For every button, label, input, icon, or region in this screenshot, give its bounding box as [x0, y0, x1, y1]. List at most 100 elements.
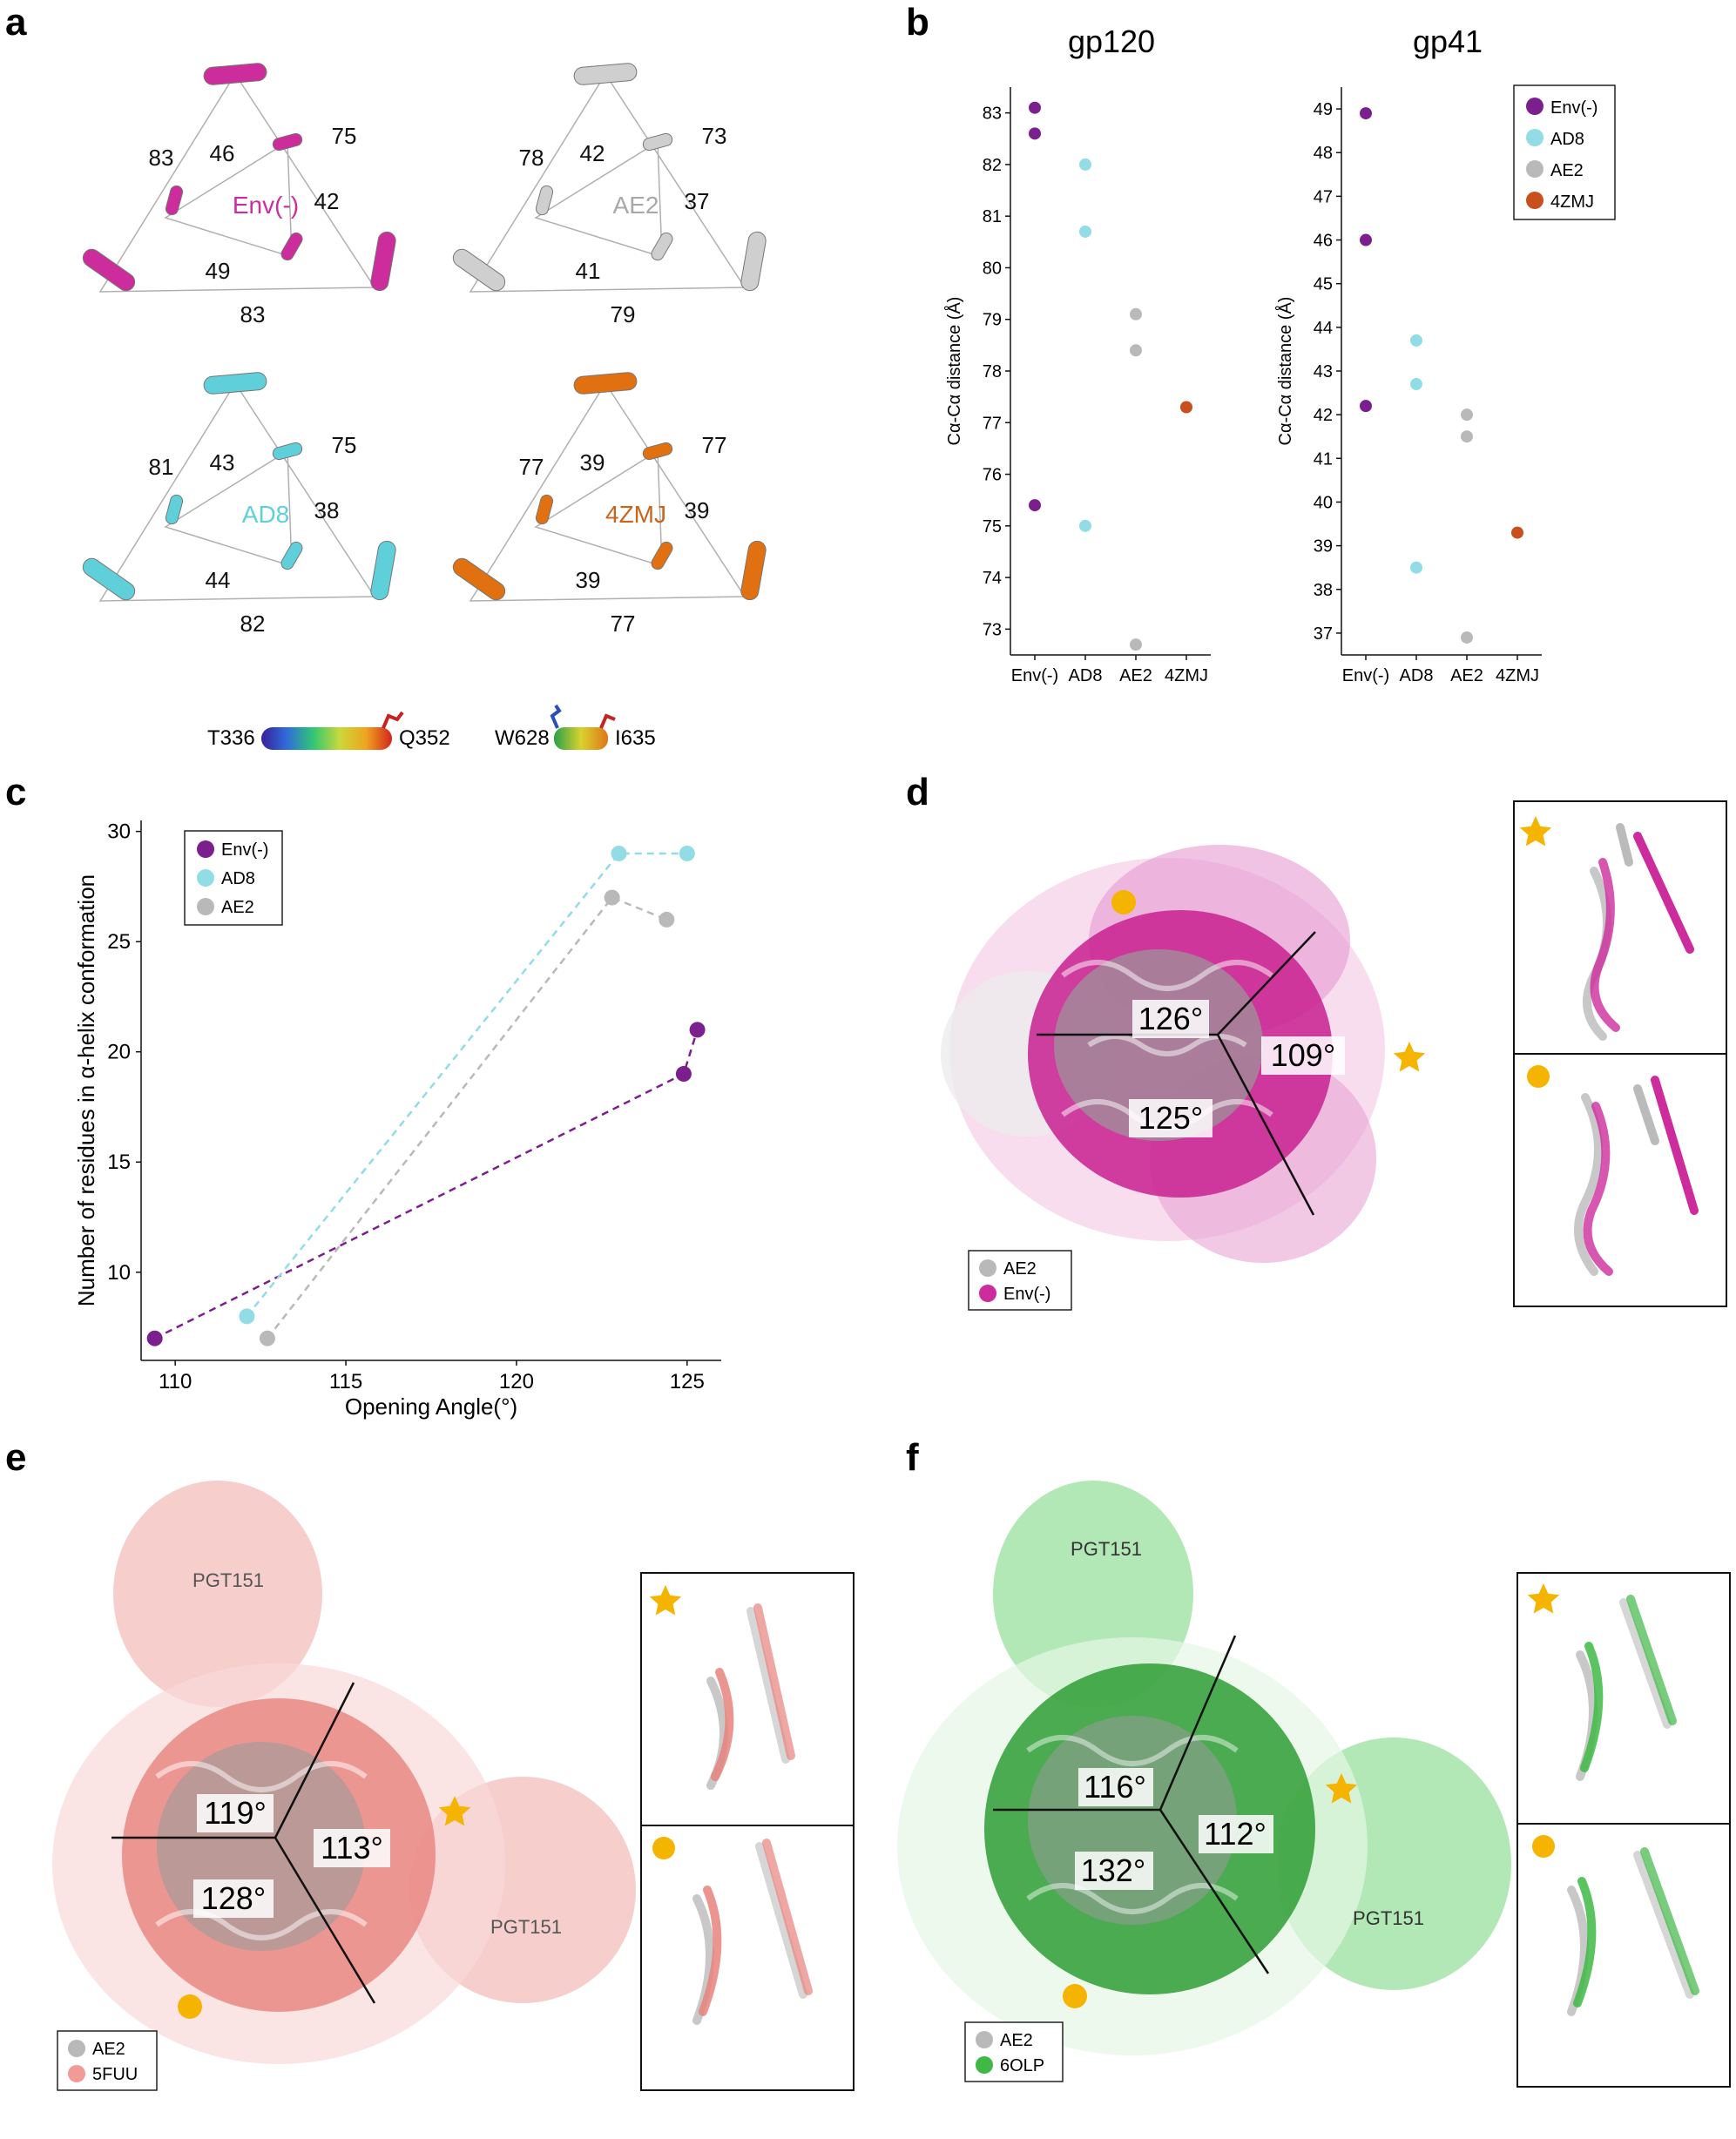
- y-axis-label: Number of residues in α-helix conformati…: [73, 874, 99, 1306]
- outer-triangle: [470, 74, 745, 292]
- y-tick-label: 74: [983, 569, 1002, 588]
- data-point: [1180, 401, 1192, 413]
- panel-b-legend: Env(-) AD8 AE2 4ZMJ: [1514, 85, 1615, 219]
- data-point: [1029, 127, 1041, 139]
- distance-label: 77: [702, 432, 727, 458]
- angle-116: 116°: [1084, 1769, 1146, 1805]
- distance-label: 44: [206, 567, 231, 593]
- y-tick-label: 40: [1314, 493, 1333, 512]
- x-tick-label: 4ZMJ: [1165, 666, 1208, 685]
- panel-b: gp120 7374757677787980818283Env(-) AD8 AE2…: [944, 24, 1615, 685]
- distance-label: 79: [611, 301, 636, 327]
- data-point: [147, 1331, 163, 1346]
- distance-label: 43: [210, 449, 235, 476]
- distance-label: 39: [685, 497, 710, 523]
- gp41-start-sidechain: [552, 705, 559, 728]
- y-tick-label: 46: [1314, 232, 1333, 251]
- y-axis-label: Cα-Cα distance (Å): [944, 297, 964, 446]
- legend-ae2-label: AE2: [221, 898, 254, 917]
- legend-ae2-dot: [68, 2040, 85, 2057]
- data-point: [1410, 378, 1422, 390]
- data-point: [1410, 562, 1422, 574]
- angle-113: 113°: [321, 1830, 383, 1866]
- panel-e: PGT151 PGT151 119° 113° 128° AE2 5FUU: [52, 1481, 854, 2090]
- x-tick-label: 120: [499, 1370, 534, 1393]
- gp120-chart: gp120 7374757677787980818283Env(-) AD8 AE2…: [944, 24, 1211, 685]
- data-point: [659, 912, 674, 928]
- data-point: [1079, 159, 1091, 171]
- legend-5fuu-label: 5FUU: [92, 2065, 138, 2084]
- series-line: [267, 898, 666, 1339]
- gp41-title: gp41: [1413, 24, 1483, 59]
- distance-label: 46: [210, 140, 235, 166]
- distance-label: 78: [519, 145, 544, 171]
- data-point: [239, 1308, 254, 1324]
- circle-marker: [1063, 1984, 1087, 2008]
- inset-box: [1517, 1573, 1730, 2087]
- x-tick-label: AD8: [1069, 666, 1103, 685]
- data-point: [611, 846, 626, 861]
- legend-ad8-label: AD8: [221, 869, 255, 888]
- distance-label: 49: [206, 258, 231, 284]
- distance-triangle: 837583464249Env(-): [79, 63, 396, 327]
- distance-triangle: 7777773939394ZMJ: [449, 372, 767, 637]
- series-line: [247, 854, 686, 1316]
- data-point: [679, 846, 695, 861]
- legend-ae2-label: AE2: [1000, 2031, 1033, 2050]
- legend-ae2-dot: [1526, 160, 1543, 178]
- y-tick-label: 83: [983, 105, 1002, 124]
- x-tick-label: 110: [159, 1370, 192, 1393]
- gp120-title: gp120: [1068, 24, 1155, 59]
- circle-marker: [1532, 1835, 1555, 1858]
- legend-ad8-dot: [197, 869, 214, 887]
- angle-125: 125°: [1138, 1100, 1203, 1136]
- distance-label: 39: [580, 449, 605, 476]
- distance-label: 42: [580, 140, 605, 166]
- data-point: [1130, 344, 1142, 356]
- distance-label: 75: [332, 123, 357, 149]
- distance-triangle: 78 73 79 42 37 41 AE2: [449, 63, 767, 327]
- data-point: [1130, 308, 1142, 321]
- data-point: [690, 1022, 706, 1037]
- distance-label: 81: [149, 454, 174, 480]
- helix-cylinder: [279, 231, 304, 262]
- data-point: [1461, 408, 1473, 421]
- x-tick-label: AE2: [1119, 666, 1152, 685]
- data-point: [1079, 226, 1091, 238]
- x-tick-label: 115: [329, 1370, 362, 1393]
- circle-marker: [1111, 890, 1136, 914]
- legend-6olp-dot: [976, 2056, 993, 2074]
- helix-cylinder: [535, 185, 554, 216]
- helix-cylinder: [740, 540, 767, 601]
- series-line: [155, 1029, 698, 1338]
- legend-6olp-label: 6OLP: [1000, 2056, 1044, 2075]
- panel-d-legend: AE2 Env(-): [969, 1251, 1071, 1310]
- panel-e-legend: AE2 5FUU: [57, 2031, 157, 2090]
- helix-cylinder: [203, 372, 267, 395]
- distance-label: 39: [576, 567, 601, 593]
- y-tick-label: 47: [1314, 187, 1333, 206]
- legend-ad8-label: AD8: [1550, 130, 1584, 149]
- legend-4zmj-label: 4ZMJ: [1550, 192, 1594, 212]
- data-point: [605, 890, 620, 906]
- panel-c: Env(-) AD8 AE2 10 15 20 25 30 110 115 120 125 Ope…: [73, 820, 721, 1420]
- y-tick-label: 44: [1314, 319, 1333, 338]
- data-point: [260, 1331, 275, 1346]
- circle-marker: [652, 1837, 675, 1859]
- helix-cylinder: [165, 494, 184, 525]
- legend-ae2-label: AE2: [1550, 161, 1584, 180]
- helix-cylinder: [740, 231, 767, 292]
- legend-ae2-label: AE2: [1003, 1259, 1037, 1279]
- antibody-label-top: PGT151: [193, 1569, 264, 1591]
- distance-label: 73: [702, 123, 727, 149]
- distance-label: Env(-): [233, 192, 299, 219]
- panel-label-c: c: [5, 771, 26, 813]
- distance-label: 4ZMJ: [605, 501, 666, 528]
- legend-5fuu-dot: [68, 2065, 85, 2082]
- helix-cylinder: [369, 231, 397, 292]
- protein-structure-overlay: [52, 1481, 636, 2064]
- y-tick-label: 79: [983, 311, 1002, 330]
- helix-cylinder: [535, 494, 554, 525]
- y-tick-label: 25: [107, 930, 131, 954]
- data-point: [1360, 234, 1372, 246]
